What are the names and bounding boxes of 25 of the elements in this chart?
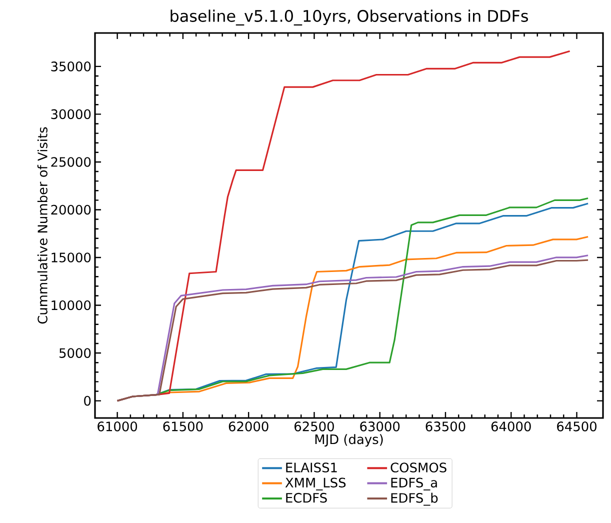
x-tick-label: 62500 [294, 422, 334, 432]
legend-label: ELAISS1 [286, 462, 337, 472]
x-tick-label: 64500 [557, 422, 596, 432]
y-tick-label: 35000 [51, 62, 91, 72]
legend-label: XMM_LSS [285, 478, 346, 490]
x-tick-label: 63500 [426, 422, 466, 432]
y-axis-title: Cummulative Number of Visits [37, 127, 48, 324]
chart-title: baseline_v5.1.0_10yrs, Observations in DDFs [170, 10, 528, 26]
legend-label: EDFS_b [391, 492, 438, 506]
y-tick-label: 0 [84, 396, 91, 406]
x-axis-title: MJD (days) [315, 434, 383, 447]
legend-label: EDFS_a [391, 478, 437, 490]
x-tick-label: 61000 [98, 422, 138, 432]
x-tick-label: 63000 [360, 422, 400, 432]
y-tick-label: 20000 [51, 204, 91, 215]
legend-label: ECDFS [286, 492, 327, 503]
x-tick-label: 64000 [491, 422, 531, 432]
y-tick-label: 15000 [52, 252, 91, 262]
x-tick-label: 61500 [163, 422, 203, 432]
y-tick-label: 5000 [60, 348, 91, 358]
y-tick-label: 10000 [52, 300, 91, 310]
legend-label: COSMOS [390, 462, 446, 472]
x-tick-label: 62000 [228, 422, 268, 432]
y-tick-label: 30000 [51, 109, 91, 120]
y-tick-label: 25000 [51, 157, 91, 167]
